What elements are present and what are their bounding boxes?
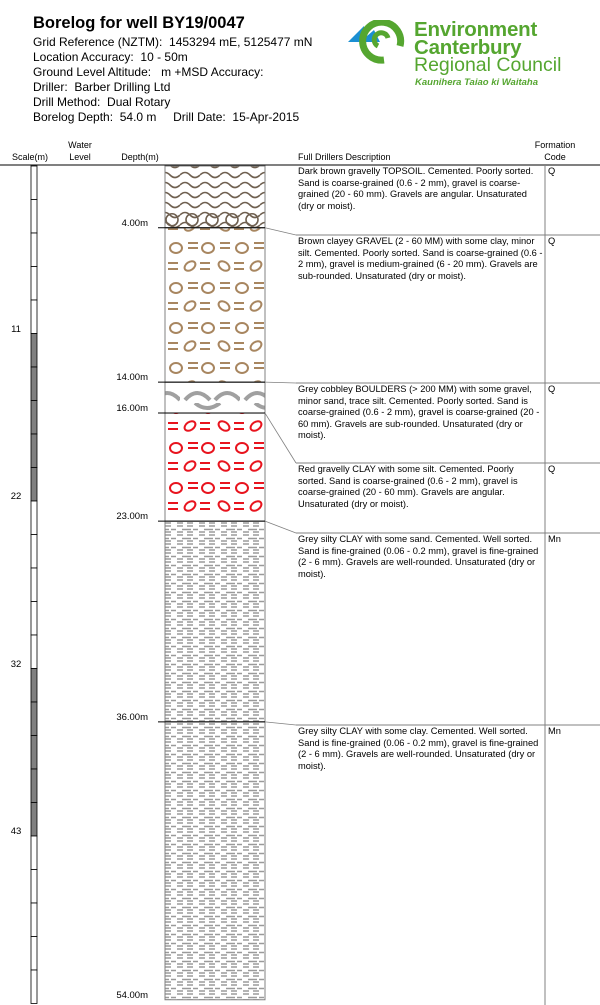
layer-description: Grey silty CLAY with some sand. Cemented…	[298, 534, 539, 579]
depth-label: 23.00m	[116, 511, 148, 523]
scale-segment	[30, 467, 38, 502]
scale-segment	[30, 567, 38, 602]
ecan-logo-icon	[348, 20, 405, 64]
scale-segment	[30, 299, 38, 334]
col-header-formation-1: Formation	[534, 140, 576, 150]
depth-label: 36.00m	[116, 711, 148, 723]
scale-segment	[30, 199, 38, 234]
ground-level-altitude: Ground Level Altitude: m +MSD Accuracy:	[33, 65, 264, 79]
topsoil-pebble	[245, 212, 259, 227]
scale-segment	[30, 869, 38, 904]
col-header-depth: Depth(m)	[121, 152, 159, 162]
scale-segment	[30, 500, 38, 535]
col-header-water-2: Level	[69, 152, 91, 162]
formation-code: Q	[548, 166, 556, 176]
scale-segment	[30, 266, 38, 301]
col-header-scale: Scale(m)	[11, 152, 48, 162]
formation-code: Q	[548, 384, 556, 394]
depth-label: 14.00m	[116, 372, 148, 384]
description-connector	[264, 381, 297, 384]
scale-segment	[30, 366, 38, 401]
layer-description: Grey cobbley BOULDERS (> 200 MM) with so…	[298, 384, 540, 441]
scale-segment	[30, 802, 38, 837]
scale-label: 32	[10, 659, 22, 670]
layer-description: Red gravelly CLAY with some silt. Cement…	[298, 464, 518, 509]
scale-segment	[30, 601, 38, 636]
description-connector	[264, 412, 297, 464]
description-connector	[264, 227, 297, 236]
scale-segment	[30, 668, 38, 703]
col-header-description: Full Drillers Description	[298, 152, 391, 162]
scale-segment	[30, 534, 38, 569]
scale-segment	[30, 902, 38, 937]
scale-segment	[30, 936, 38, 971]
layer-description: Brown clayey GRAVEL (2 - 60 MM) with som…	[298, 236, 543, 281]
description-connector	[264, 721, 297, 726]
scale-label: 22	[10, 491, 22, 502]
location-accuracy: Location Accuracy: 10 - 50m	[33, 50, 188, 64]
drill-method: Drill Method: Dual Rotary	[33, 95, 171, 109]
scale-segment	[30, 701, 38, 736]
depth-label: 16.00m	[116, 403, 148, 415]
driller: Driller: Barber Drilling Ltd	[33, 80, 171, 94]
formation-code: Mn	[548, 726, 561, 736]
col-header-water-1: Water	[68, 140, 92, 150]
lithology-layer-clay	[164, 520, 266, 723]
formation-code: Mn	[548, 534, 561, 544]
topsoil-pebble	[205, 212, 219, 227]
scale-segment	[30, 835, 38, 870]
topsoil-pebble	[225, 212, 239, 227]
formation-code: Q	[548, 464, 556, 474]
scale-segment	[30, 969, 38, 1004]
layer-description: Dark brown gravelly TOPSOIL. Cemented. P…	[298, 166, 534, 211]
scale-segment	[30, 768, 38, 803]
scale-segment	[30, 634, 38, 669]
lithology-layer-clay	[164, 721, 266, 1001]
description-connector	[264, 520, 297, 534]
scale-segment	[30, 165, 38, 200]
scale-label: 43	[10, 826, 22, 837]
depth-label: 4.00m	[121, 217, 148, 229]
page-title: Borelog for well BY19/0047	[33, 14, 245, 32]
col-header-formation-2: Code	[544, 152, 566, 162]
scale-segment	[30, 735, 38, 770]
lithology-layer-boulders	[164, 381, 266, 414]
scale-segment	[30, 400, 38, 435]
ecan-logo: Environment Canterbury Regional Council …	[348, 18, 568, 93]
lithology-layer-gravel	[164, 227, 266, 383]
formation-code: Q	[548, 236, 556, 246]
lithology-layer-topsoil	[164, 165, 266, 229]
grid-reference: Grid Reference (NZTM): 1453294 mE, 51254…	[33, 35, 313, 49]
depth-label: 54.00m	[116, 989, 148, 1001]
lithology-layer-gravel	[164, 412, 266, 522]
scale-label: 11	[11, 324, 21, 335]
borelog-depth-date: Borelog Depth: 54.0 m Drill Date: 15-Apr…	[33, 110, 300, 124]
scale-segment	[30, 333, 38, 368]
scale-segment	[30, 433, 38, 468]
topsoil-pebble	[165, 212, 179, 227]
topsoil-pebble	[185, 212, 199, 227]
layer-description: Grey silty CLAY with some clay. Cemented…	[298, 726, 539, 771]
scale-segment	[30, 232, 38, 267]
